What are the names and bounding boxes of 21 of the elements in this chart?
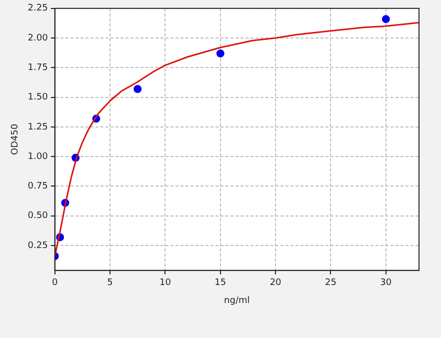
point — [216, 49, 224, 58]
y-tick-label: 1.50 — [28, 92, 48, 103]
y-tick-label: 1.25 — [28, 122, 48, 132]
x-tick-label: 25 — [324, 278, 336, 288]
x-axis-title: ng/ml — [224, 296, 250, 306]
y-tick-label: 0.50 — [28, 211, 48, 222]
x-tick-label: 5 — [107, 278, 113, 288]
y-axis-title: OD450 — [10, 124, 21, 155]
x-tick-label: 10 — [159, 278, 172, 288]
y-tick-label: 2.00 — [28, 33, 48, 44]
x-tick-label: 30 — [380, 278, 392, 288]
x-tick-label: 20 — [270, 278, 282, 288]
y-tick-label: 1.00 — [28, 152, 48, 162]
point — [134, 85, 142, 94]
x-tick-label: 0 — [52, 278, 58, 288]
point — [382, 15, 390, 24]
y-tick-label: 0.25 — [28, 240, 48, 251]
x-tick-label: 15 — [214, 278, 226, 288]
y-tick-label: 0.75 — [28, 182, 48, 192]
y-tick-label: 1.75 — [28, 63, 48, 74]
y-tick-label: 2.25 — [28, 4, 48, 14]
